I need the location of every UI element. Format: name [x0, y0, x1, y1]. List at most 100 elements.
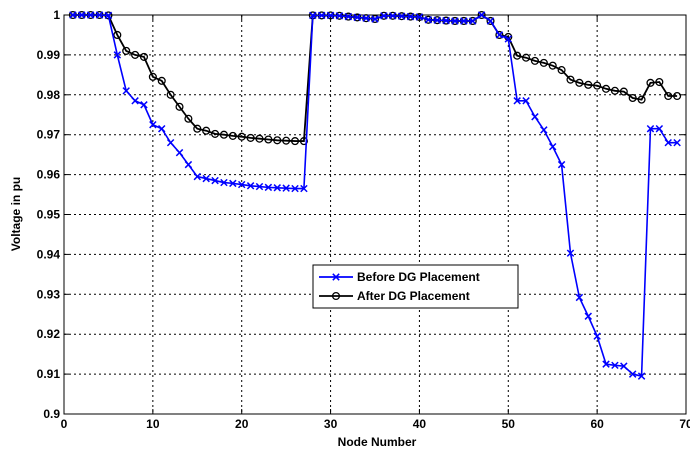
- data-point: [610, 86, 619, 95]
- data-point: [237, 180, 246, 189]
- data-point: [664, 91, 673, 101]
- legend-item: Before DG Placement: [319, 270, 480, 284]
- data-point: [611, 361, 619, 370]
- data-point: [353, 13, 361, 22]
- data-point: [139, 52, 149, 61]
- y-tick-label: 0.98: [37, 88, 61, 102]
- data-point: [380, 12, 388, 20]
- data-series: [68, 10, 682, 380]
- data-point: [148, 72, 157, 81]
- data-point: [397, 12, 406, 20]
- data-point: [442, 16, 450, 25]
- data-point: [539, 58, 548, 67]
- data-point: [113, 30, 122, 40]
- data-point: [477, 11, 486, 19]
- y-axis-label: Voltage in pu: [9, 177, 23, 251]
- data-point: [655, 77, 664, 87]
- data-point: [522, 53, 531, 62]
- x-tick-label: 30: [324, 417, 338, 431]
- data-point: [451, 17, 459, 25]
- data-point: [273, 184, 281, 192]
- data-point: [362, 14, 370, 22]
- data-point: [406, 12, 415, 21]
- legend-label: Before DG Placement: [357, 270, 480, 284]
- y-tick-label: 0.97: [37, 128, 61, 142]
- data-point: [495, 31, 504, 39]
- data-point: [122, 87, 130, 95]
- data-point: [620, 362, 628, 370]
- data-point: [131, 97, 139, 105]
- data-point: [548, 142, 557, 151]
- data-point: [220, 178, 228, 187]
- x-tick-label: 20: [235, 417, 249, 431]
- data-point: [184, 160, 193, 169]
- data-point: [149, 120, 157, 129]
- legend-box: [312, 264, 519, 309]
- data-point: [673, 91, 682, 101]
- data-point: [540, 126, 548, 134]
- data-point: [504, 35, 513, 43]
- data-point: [593, 81, 602, 90]
- data-point: [628, 93, 637, 103]
- x-tick-label: 40: [413, 417, 427, 431]
- data-point: [530, 56, 539, 65]
- data-point: [486, 16, 495, 26]
- data-point: [69, 11, 77, 19]
- data-point: [477, 10, 486, 20]
- y-tick-label: 0.94: [37, 247, 61, 261]
- data-point: [290, 137, 300, 146]
- data-point: [166, 138, 175, 147]
- data-point: [548, 61, 557, 70]
- data-point: [255, 134, 264, 143]
- data-point: [371, 15, 379, 23]
- data-point: [122, 46, 131, 55]
- data-point: [282, 136, 291, 145]
- data-point: [264, 183, 273, 192]
- data-point: [211, 129, 220, 138]
- data-point: [593, 332, 601, 340]
- data-point: [575, 78, 584, 87]
- data-point: [86, 11, 95, 19]
- data-point: [655, 124, 664, 133]
- data-point: [175, 148, 184, 157]
- data-point: [299, 137, 308, 146]
- data-point: [184, 114, 193, 123]
- y-tick-label: 0.95: [37, 208, 61, 222]
- data-point: [424, 16, 433, 24]
- data-point: [389, 12, 397, 20]
- data-point: [646, 124, 655, 133]
- data-point: [637, 95, 646, 104]
- data-point: [637, 372, 646, 380]
- legend-marker: [332, 273, 340, 281]
- axis-ticks: 0 10 20 30 40 50 60 70 0.9 0.91 0.92 0.93 0.94 0.95 0.…: [37, 8, 690, 431]
- y-tick-label: 0.92: [37, 327, 61, 341]
- y-tick-label: 0.91: [37, 367, 61, 381]
- data-point: [335, 12, 344, 20]
- data-point: [95, 11, 104, 19]
- data-point: [193, 172, 202, 181]
- data-point: [344, 12, 353, 21]
- data-point: [584, 312, 592, 320]
- data-point: [646, 78, 655, 87]
- data-point: [433, 16, 441, 24]
- grid-lines: [64, 15, 686, 414]
- data-point: [291, 184, 299, 193]
- data-point: [255, 182, 264, 191]
- data-point: [219, 130, 228, 139]
- y-tick-label: 0.96: [37, 168, 61, 182]
- data-point: [513, 51, 522, 60]
- y-tick-label: 0.99: [37, 48, 61, 62]
- data-point: [157, 76, 166, 85]
- y-tick-label: 1: [53, 8, 60, 22]
- data-point: [495, 30, 504, 40]
- x-axis-label: Node Number: [338, 435, 417, 449]
- data-point: [415, 13, 424, 21]
- data-point: [673, 138, 681, 147]
- data-point: [237, 132, 246, 141]
- x-tick-label: 10: [146, 417, 160, 431]
- legend-item: After DG Placement: [319, 289, 470, 303]
- data-point: [193, 124, 202, 133]
